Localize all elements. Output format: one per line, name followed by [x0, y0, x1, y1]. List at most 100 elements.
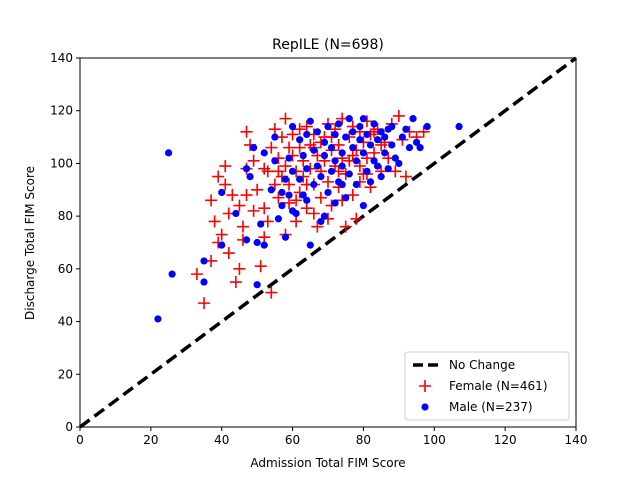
x-tick-label: 40: [214, 433, 229, 447]
data-point: [455, 122, 463, 131]
reference-line-layer: [78, 56, 578, 429]
data-point: [345, 170, 353, 178]
data-point: [339, 220, 352, 233]
data-point: [342, 194, 350, 202]
data-point: [327, 167, 336, 175]
data-point: [254, 260, 267, 273]
data-point: [384, 165, 392, 173]
x-tick-label: 80: [356, 433, 371, 447]
data-point: [222, 247, 235, 260]
data-point: [352, 157, 360, 165]
legend-circle-swatch: [421, 403, 429, 411]
data-point: [381, 133, 389, 141]
data-point: [409, 115, 417, 123]
data-point: [320, 212, 329, 220]
data-point: [363, 130, 371, 139]
data-point: [271, 133, 279, 141]
data-point: [272, 191, 285, 204]
data-point: [190, 268, 203, 281]
y-tick-label: 80: [58, 209, 73, 223]
data-point: [154, 315, 162, 323]
legend-plus-swatch: [419, 380, 431, 392]
legend-box: [404, 351, 570, 421]
data-point: [320, 151, 329, 160]
data-point: [310, 146, 318, 154]
data-point: [363, 167, 371, 175]
data-point: [356, 122, 364, 131]
data-point: [342, 133, 350, 141]
data-point: [233, 262, 246, 275]
data-point: [281, 233, 290, 241]
data-point: [200, 278, 208, 286]
data-point: [384, 125, 392, 133]
data-point: [288, 207, 297, 215]
x-tick-label: 60: [285, 433, 300, 447]
data-point: [335, 120, 343, 128]
data-point: [233, 199, 246, 212]
data-point: [338, 162, 346, 170]
data-point: [229, 276, 242, 289]
data-point: [311, 220, 324, 233]
data-point: [398, 133, 406, 141]
data-point: [286, 128, 299, 141]
data-point: [268, 123, 281, 136]
data-point: [395, 159, 403, 168]
y-tick-label: 100: [50, 156, 73, 170]
data-point: [366, 178, 375, 186]
data-point: [261, 215, 274, 228]
data-point: [359, 115, 368, 123]
data-point: [306, 117, 314, 125]
data-point: [279, 160, 292, 173]
data-point: [242, 236, 251, 244]
data-point: [324, 122, 332, 131]
data-point: [338, 180, 346, 189]
data-point: [349, 128, 357, 136]
data-point: [296, 175, 304, 183]
data-point: [388, 141, 396, 149]
data-point: [212, 170, 225, 183]
data-point: [240, 189, 253, 202]
data-point: [389, 165, 402, 178]
data-point: [274, 215, 282, 223]
data-point: [208, 215, 221, 228]
data-point: [299, 191, 307, 199]
data-point: [200, 257, 208, 265]
data-point: [317, 217, 325, 226]
y-tick-label: 120: [50, 104, 73, 118]
no-change-line: [78, 56, 578, 429]
data-point: [375, 138, 388, 151]
data-point: [338, 149, 346, 157]
data-point: [218, 188, 226, 197]
data-point: [370, 157, 378, 165]
data-point: [283, 141, 296, 154]
data-point: [296, 136, 304, 144]
data-point: [345, 115, 353, 123]
data-point: [314, 191, 327, 204]
data-point: [293, 141, 306, 154]
data-point: [232, 209, 240, 218]
data-point: [300, 202, 313, 215]
data-point: [293, 123, 306, 136]
x-tick-label: 0: [76, 433, 84, 447]
data-point: [359, 202, 368, 210]
legend-label: No Change: [449, 358, 515, 372]
legend-label: Female (N=461): [449, 379, 548, 393]
data-point: [236, 220, 249, 233]
data-point: [290, 215, 303, 228]
data-point: [350, 212, 363, 225]
data-point: [215, 228, 228, 241]
legend: No Change Female (N=461) Male (N=237): [404, 351, 570, 421]
data-point: [164, 149, 173, 157]
data-point: [246, 173, 254, 181]
data-point: [265, 141, 278, 154]
data-point: [253, 238, 261, 247]
y-tick-label: 20: [58, 367, 73, 381]
data-point: [306, 241, 314, 249]
data-point: [374, 162, 382, 170]
data-point: [198, 297, 210, 310]
data-point: [240, 125, 253, 138]
data-point: [331, 157, 339, 165]
data-point: [267, 186, 275, 194]
data-point: [251, 183, 264, 196]
data-point: [219, 178, 232, 191]
